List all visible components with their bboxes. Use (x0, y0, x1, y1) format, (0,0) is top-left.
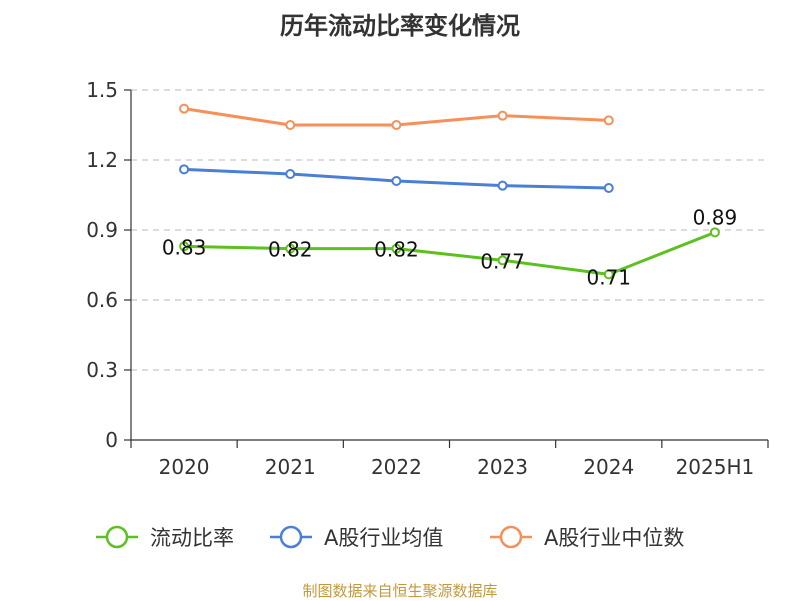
series-line-0 (184, 230, 716, 276)
x-tick-label: 2024 (583, 455, 634, 479)
data-point (391, 243, 402, 254)
axes: 0 0.3 0.6 0.9 1.2 1.5 2020 2021 2022 2023 2024 2025… (86, 78, 769, 479)
data-label: 0.71 (586, 265, 631, 289)
source-note: 制图数据来自恒生聚源数据库 (302, 582, 498, 600)
data-point (603, 269, 614, 280)
legend-swatch-marker (105, 525, 129, 549)
chart-title: 历年流动比率变化情况 (280, 12, 520, 40)
data-point (709, 227, 720, 238)
legend-label: A股行业均值 (324, 526, 443, 550)
data-point (179, 241, 190, 252)
data-point (285, 243, 296, 254)
data-point (497, 180, 508, 191)
x-tick-label: 2023 (477, 455, 528, 479)
data-point (391, 176, 402, 186)
data-labels: 0.83 0.82 0.82 0.77 0.71 0.89 (162, 205, 737, 289)
data-label: 0.82 (374, 238, 419, 262)
y-tick-label: 0.9 (86, 218, 118, 242)
grid-lines (131, 89, 768, 371)
data-point (285, 120, 296, 130)
data-point (603, 183, 614, 193)
legend[interactable]: 流动比率 A股行业均值 A股行业中位数 (96, 525, 684, 550)
data-point (179, 103, 190, 114)
legend-swatch-marker (499, 525, 523, 549)
legend-swatch-marker (279, 525, 303, 549)
legend-label: A股行业中位数 (544, 526, 684, 550)
data-point (497, 255, 508, 266)
y-tick-label: 1.2 (86, 148, 118, 172)
y-tick-label: 0.6 (86, 288, 118, 312)
data-label: 0.83 (162, 235, 207, 259)
x-tick-label: 2025H1 (676, 455, 755, 479)
data-point (391, 120, 402, 130)
x-tick-label: 2021 (265, 455, 316, 479)
data-label: 0.82 (268, 238, 313, 262)
x-tick-label: 2020 (159, 455, 210, 479)
data-point (497, 110, 508, 121)
data-label: 0.89 (693, 205, 738, 229)
x-tick-label: 2022 (371, 455, 422, 479)
y-tick-label: 0.3 (86, 358, 118, 382)
series-lines (179, 103, 720, 280)
data-label: 0.77 (480, 249, 525, 273)
y-tick-label: 0 (105, 428, 118, 452)
y-tick-label: 1.5 (86, 78, 118, 102)
data-point (603, 115, 614, 126)
data-point (285, 169, 296, 179)
legend-label: 流动比率 (150, 526, 234, 550)
data-point (179, 164, 190, 175)
